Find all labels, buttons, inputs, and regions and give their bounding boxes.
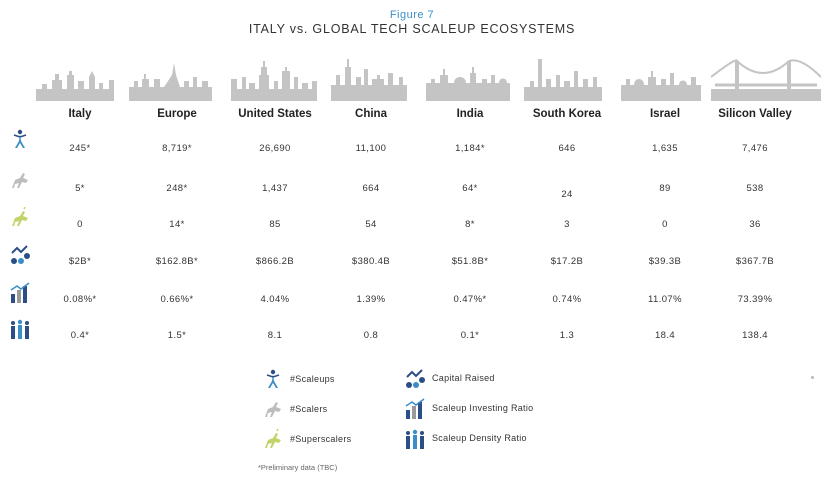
table-cell: 0.47%*	[453, 294, 487, 305]
table-cell: 36	[749, 219, 761, 230]
table-cell: 73.39%	[737, 294, 773, 305]
column-header: India	[456, 108, 484, 120]
legend-superscalers-icon	[262, 428, 284, 451]
legend-label: Scaleup Investing Ratio	[432, 403, 534, 413]
table-cell: 0.1*	[460, 330, 480, 341]
table-cell: $367.7B	[735, 256, 775, 267]
column-header: Silicon Valley	[718, 108, 792, 120]
india-skyline-icon	[426, 67, 510, 101]
table-cell: 18.4	[654, 330, 676, 341]
table-cell: 14*	[169, 219, 185, 230]
decorative-dot	[811, 376, 814, 379]
table-cell: 538	[746, 183, 764, 194]
scaleup-investing-ratio-icon	[9, 282, 31, 304]
table-cell: 248*	[166, 183, 188, 194]
capital-raised-icon	[9, 244, 31, 266]
table-cell: 24	[561, 189, 573, 200]
table-cell: 5*	[75, 183, 85, 194]
table-cell: $17.2B	[550, 256, 584, 267]
table-cell: 54	[365, 219, 377, 230]
table-cell: 8*	[465, 219, 475, 230]
table-cell: 85	[269, 219, 281, 230]
legend-label: Capital Raised	[432, 373, 495, 383]
legend-label: Scaleup Density Ratio	[432, 433, 527, 443]
legend-scalers-icon	[262, 399, 284, 421]
column-header: China	[355, 108, 387, 120]
table-cell: 664	[362, 183, 380, 194]
table-cell: $39.3B	[648, 256, 682, 267]
table-cell: 0.66%*	[160, 294, 194, 305]
table-cell: 1,184*	[455, 143, 485, 154]
legend-label: #Scalers	[290, 404, 328, 414]
table-cell: $51.8B*	[451, 256, 489, 267]
table-cell: 3	[564, 219, 570, 230]
legend-scaleup-density-ratio-icon	[404, 428, 426, 450]
scalers-icon	[9, 170, 31, 192]
table-cell: 1.3	[559, 330, 575, 341]
israel-skyline-icon	[621, 71, 701, 101]
table-cell: 245*	[69, 143, 91, 154]
column-header: Europe	[157, 108, 197, 120]
table-cell: 1,437	[262, 183, 288, 194]
column-header: United States	[238, 108, 312, 120]
legend-label: #Superscalers	[290, 434, 352, 444]
china-skyline-icon	[331, 59, 407, 101]
legend-label: #Scaleups	[290, 374, 335, 384]
table-cell: 89	[659, 183, 671, 194]
table-cell: 8,719*	[162, 143, 192, 154]
table-cell: 7,476	[742, 143, 768, 154]
legend-scaleups-icon	[262, 369, 284, 391]
table-cell: 64*	[462, 183, 478, 194]
table-cell: $866.2B	[255, 256, 295, 267]
legend-capital-raised-icon	[404, 368, 426, 390]
table-cell: 11.07%	[648, 294, 682, 305]
scaleups-icon	[9, 129, 31, 151]
table-cell: 0.08%*	[63, 294, 97, 305]
table-cell: $162.8B*	[155, 256, 199, 267]
column-header: Israel	[649, 108, 681, 120]
table-cell: 11,100	[355, 143, 387, 154]
table-cell: $380.4B	[351, 256, 391, 267]
united-states-skyline-icon	[231, 61, 317, 101]
table-cell: 0	[662, 219, 668, 230]
scaleup-density-ratio-icon	[9, 318, 31, 340]
table-cell: 138.4	[742, 330, 768, 341]
legend-scaleup-investing-ratio-icon	[404, 398, 426, 420]
south-korea-skyline-icon	[524, 59, 602, 101]
table-cell: 0.4*	[70, 330, 90, 341]
table-cell: 4.04%	[260, 294, 290, 305]
footnote: *Preliminary data (TBC)	[258, 463, 338, 472]
table-cell: 26,690	[259, 143, 291, 154]
table-cell: 0	[77, 219, 83, 230]
column-header: Italy	[68, 108, 92, 120]
italy-skyline-icon	[36, 71, 114, 101]
table-cell: $2B*	[68, 256, 92, 267]
silicon-valley-skyline-icon	[711, 59, 821, 101]
table-cell: 8.1	[267, 330, 283, 341]
column-header: South Korea	[532, 108, 602, 120]
table-cell: 0.8	[363, 330, 379, 341]
city-skylines	[36, 55, 824, 101]
table-cell: 1,635	[652, 143, 678, 154]
table-cell: 1.5*	[167, 330, 187, 341]
figure-title: ITALY vs. GLOBAL TECH SCALEUP ECOSYSTEMS	[248, 22, 576, 36]
table-cell: 646	[558, 143, 576, 154]
superscalers-icon	[9, 206, 31, 229]
figure-label: Figure 7	[389, 9, 435, 21]
table-cell: 0.74%	[552, 294, 582, 305]
europe-skyline-icon	[129, 63, 212, 101]
table-cell: 1.39%	[356, 294, 386, 305]
